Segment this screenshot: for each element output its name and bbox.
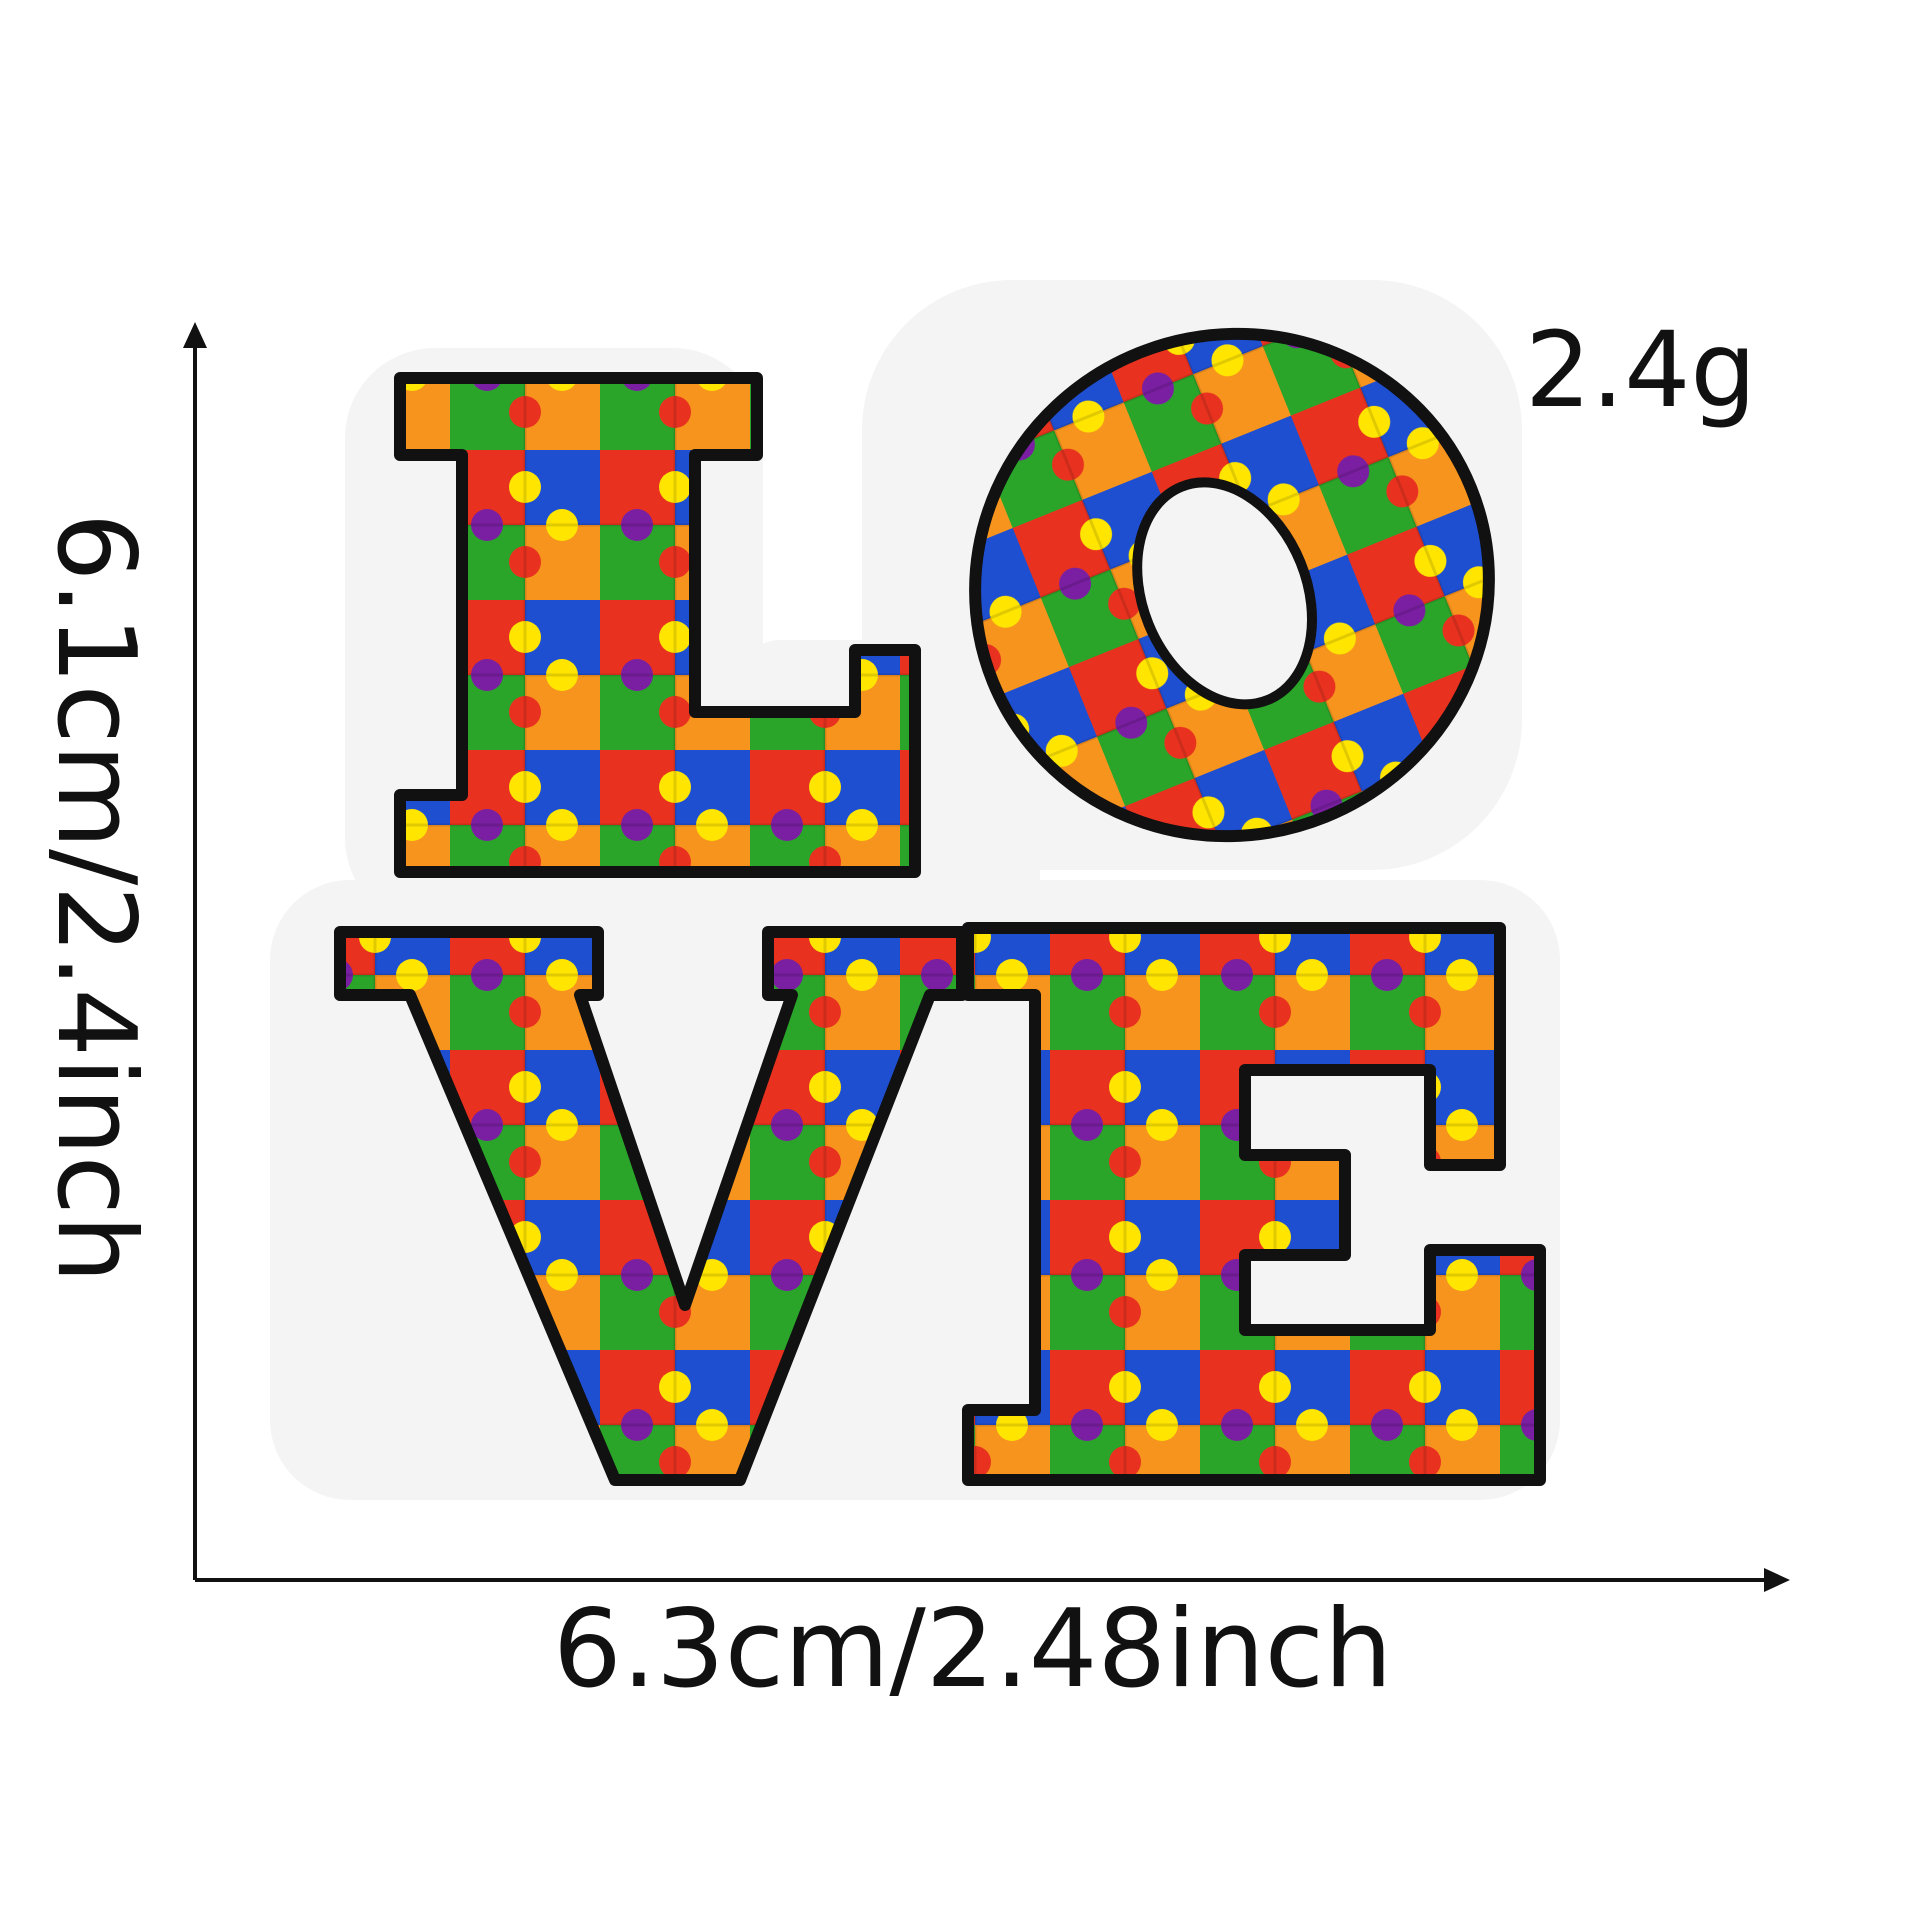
height-label: 6.1cm/2.4inch [33,512,158,1284]
width-dimension-line [195,1568,1790,1592]
letter-l [394,372,921,878]
letter-v [334,926,968,1486]
letter-o [969,327,1495,843]
arrow-right-icon [1764,1568,1790,1592]
weight-label: 2.4g [1525,309,1757,431]
width-label: 6.3cm/2.48inch [553,1587,1393,1712]
letter-e [962,922,1546,1486]
arrow-up-icon [183,322,207,348]
height-dimension-line [183,322,207,1580]
